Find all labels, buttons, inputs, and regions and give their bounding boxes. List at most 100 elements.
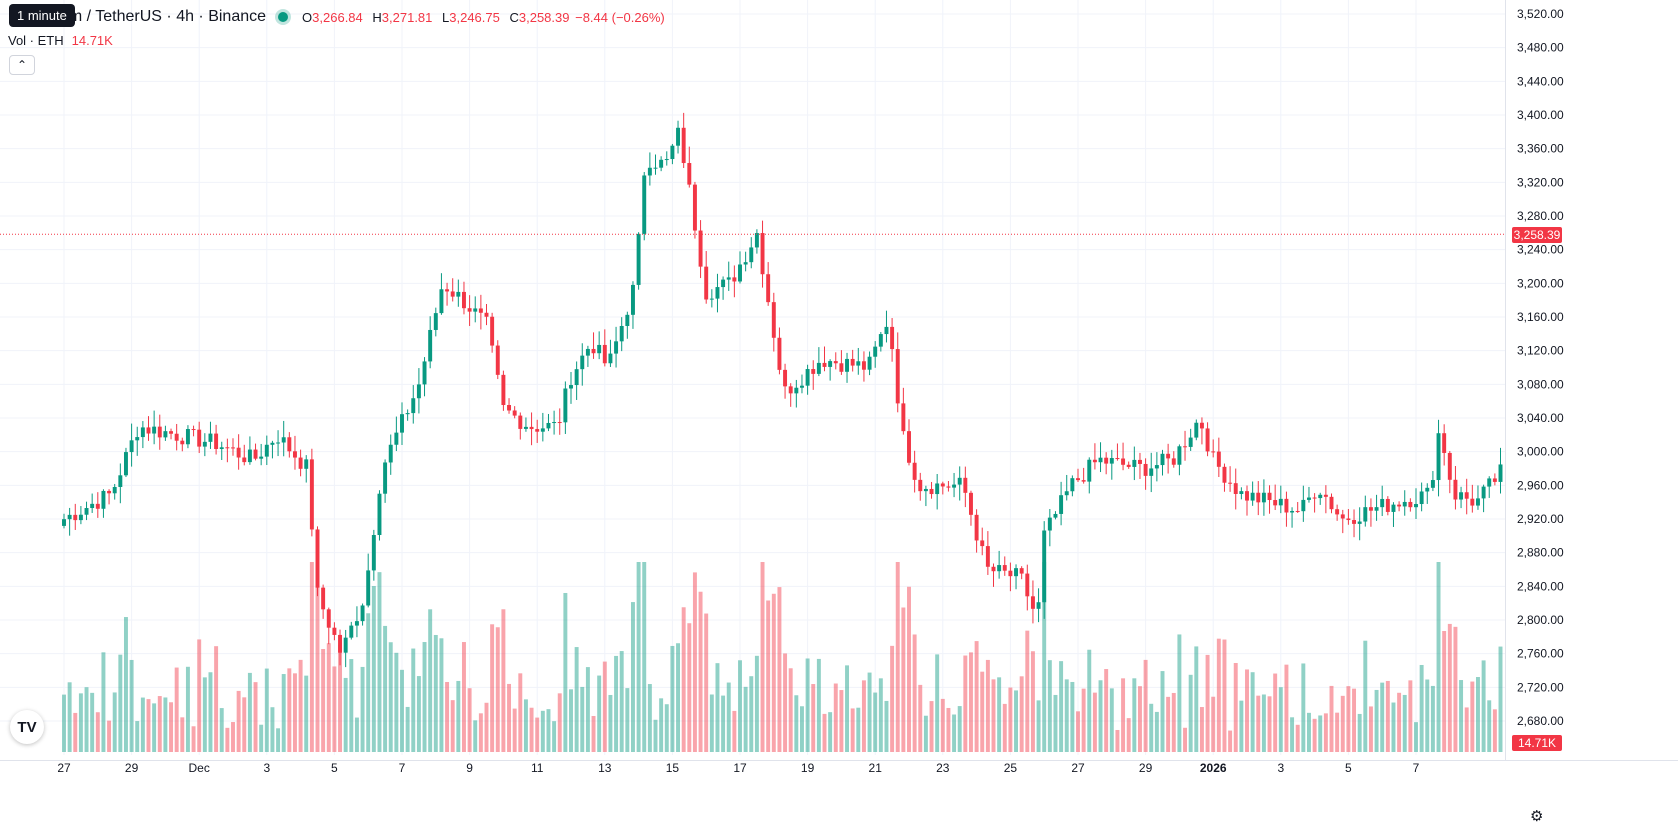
volume-bar — [1222, 639, 1227, 752]
volume-bar — [501, 609, 506, 752]
volume-bar — [552, 721, 557, 752]
time-tick-label: 15 — [666, 761, 680, 775]
volume-bar — [1475, 677, 1480, 752]
volume-bar — [1464, 707, 1469, 752]
price-tick-label: 2,960.00 — [1517, 478, 1564, 492]
market-status-icon[interactable] — [278, 12, 289, 22]
volume-bar — [619, 651, 624, 752]
candle-body — [236, 447, 241, 458]
candle-body — [1233, 483, 1238, 494]
volume-bar — [1205, 654, 1210, 752]
candle-body — [1498, 464, 1503, 482]
candle-body — [202, 441, 207, 447]
volume-bar — [1087, 649, 1092, 752]
volume-bar — [473, 720, 478, 752]
candle-body — [484, 312, 489, 317]
candle-body — [591, 348, 596, 354]
candle-body — [478, 308, 483, 313]
high-value: 3,271.81 — [381, 9, 433, 25]
candle-body — [1306, 497, 1311, 500]
candle-body — [422, 361, 427, 385]
volume-bar — [478, 713, 483, 752]
candle-body — [309, 459, 314, 530]
candle-body — [315, 529, 320, 588]
candle-body — [1290, 510, 1295, 513]
last-price-label: 3,258.39 — [1512, 227, 1562, 243]
candle-body — [152, 426, 157, 434]
volume-bar — [1425, 679, 1430, 752]
volume-bar — [1256, 695, 1261, 752]
candle-body — [371, 535, 376, 571]
volume-bar — [1329, 685, 1334, 752]
candle-body — [518, 415, 523, 429]
volume-bar — [264, 668, 269, 752]
time-tick-label: 19 — [801, 761, 815, 775]
volume-bar — [692, 572, 697, 752]
candle-body — [980, 540, 985, 547]
chevron-up-icon[interactable]: ⌃ — [9, 55, 35, 75]
candle-body — [1419, 491, 1424, 505]
candle-body — [940, 483, 945, 487]
volume-bar — [546, 709, 551, 752]
volume-bar — [484, 702, 489, 752]
volume-bar — [1481, 660, 1486, 752]
candle-body — [264, 444, 269, 457]
volume-bar — [1199, 707, 1204, 752]
volume-bar — [135, 721, 140, 752]
volume-bar — [411, 648, 416, 752]
volume-legend: Vol · ETH 14.71K — [8, 33, 113, 48]
volume-bar — [1397, 692, 1402, 752]
volume-bar — [1430, 685, 1435, 752]
volume-bar — [1008, 687, 1013, 752]
volume-bar — [1171, 692, 1176, 752]
candle-body — [214, 433, 219, 450]
volume-bar — [456, 680, 461, 752]
candle-body — [112, 486, 117, 494]
volume-bar — [839, 690, 844, 752]
candle-body — [1008, 570, 1013, 577]
volume-bar — [157, 696, 162, 752]
volume-bar — [1414, 722, 1418, 752]
volume-bar — [219, 708, 224, 752]
candle-body — [67, 514, 72, 520]
volume-bar — [490, 624, 495, 752]
candle-body — [1295, 510, 1300, 512]
candle-body — [377, 493, 382, 536]
candle-body — [1030, 596, 1035, 609]
volume-bar — [828, 712, 833, 752]
candle-body — [1098, 457, 1103, 463]
candle-body — [642, 175, 647, 234]
volume-bar — [1442, 631, 1447, 752]
volume-bar — [659, 698, 664, 752]
volume-bar — [709, 694, 714, 752]
time-tick-label: 5 — [1345, 761, 1352, 775]
volume-bar — [850, 708, 855, 752]
candle-body — [1329, 496, 1334, 510]
candle-body — [636, 233, 641, 285]
volume-bar — [935, 654, 940, 752]
settings-icon[interactable]: ⚙ — [1530, 808, 1544, 825]
tradingview-logo-icon[interactable]: TV — [10, 710, 44, 744]
candle-body — [247, 449, 252, 463]
candle-body — [107, 490, 112, 494]
candle-body — [1109, 458, 1114, 464]
candle-body — [1025, 573, 1030, 597]
candle-body — [997, 565, 1002, 572]
volume-bar — [523, 699, 528, 752]
volume-bar — [467, 688, 472, 752]
candle-body — [1228, 482, 1233, 484]
volume-bar — [1115, 729, 1120, 752]
volume-bar — [1391, 702, 1396, 752]
candle-body — [450, 291, 455, 297]
volume-bar — [991, 679, 996, 752]
volume-bar — [901, 607, 906, 752]
symbol-title[interactable]: um / TetherUS · 4h · Binance — [60, 8, 267, 25]
volume-bar — [512, 708, 517, 752]
volume-bar — [918, 684, 923, 752]
candle-body — [1408, 501, 1413, 508]
volume-bar — [1228, 730, 1233, 752]
volume-bar — [1346, 686, 1351, 752]
candle-body — [1425, 487, 1430, 492]
volume-bar — [963, 655, 968, 752]
